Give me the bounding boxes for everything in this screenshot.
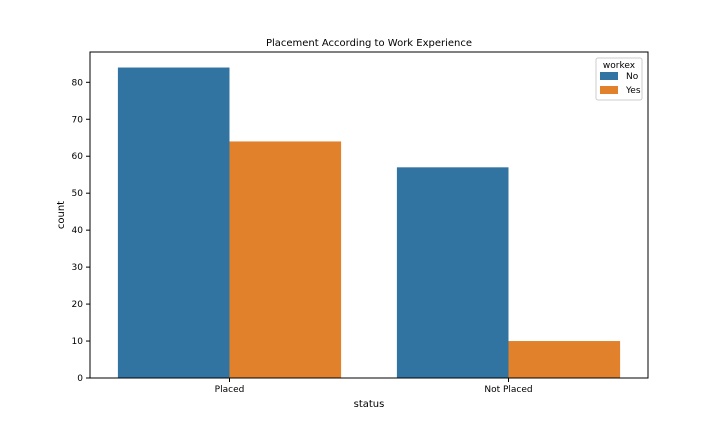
y-axis: 0 10 20 30 40 50 60 70 80 [72, 78, 90, 384]
y-tick-label: 0 [77, 374, 83, 384]
legend-label-yes: Yes [625, 86, 641, 96]
y-tick-label: 70 [72, 115, 84, 125]
y-tick-label: 40 [72, 226, 84, 236]
x-axis-title: status [354, 399, 385, 410]
legend-label-no: No [626, 72, 639, 82]
x-tick-label: Not Placed [484, 385, 532, 395]
bar-no-placed [117, 67, 230, 379]
bars-group [117, 67, 621, 379]
y-tick-label: 80 [72, 78, 84, 88]
bar-no-not-placed [396, 167, 509, 378]
bar-yes-not-placed [508, 341, 621, 378]
y-tick-label: 50 [72, 189, 84, 199]
legend: workex No Yes [595, 57, 643, 101]
y-tick-label: 20 [72, 300, 84, 310]
legend-swatch-yes [600, 86, 618, 94]
y-tick-label: 60 [72, 152, 84, 162]
y-tick-label: 10 [72, 337, 84, 347]
bar-yes-placed [229, 141, 342, 378]
chart-title: Placement According to Work Experience [266, 38, 472, 49]
legend-title: workex [603, 61, 636, 71]
x-tick-label: Placed [215, 385, 245, 395]
y-tick-label: 30 [72, 263, 84, 273]
x-axis: Placed Not Placed [215, 378, 533, 395]
y-axis-title: count [56, 201, 67, 229]
plot-frame [89, 51, 649, 379]
legend-swatch-no [600, 72, 618, 80]
